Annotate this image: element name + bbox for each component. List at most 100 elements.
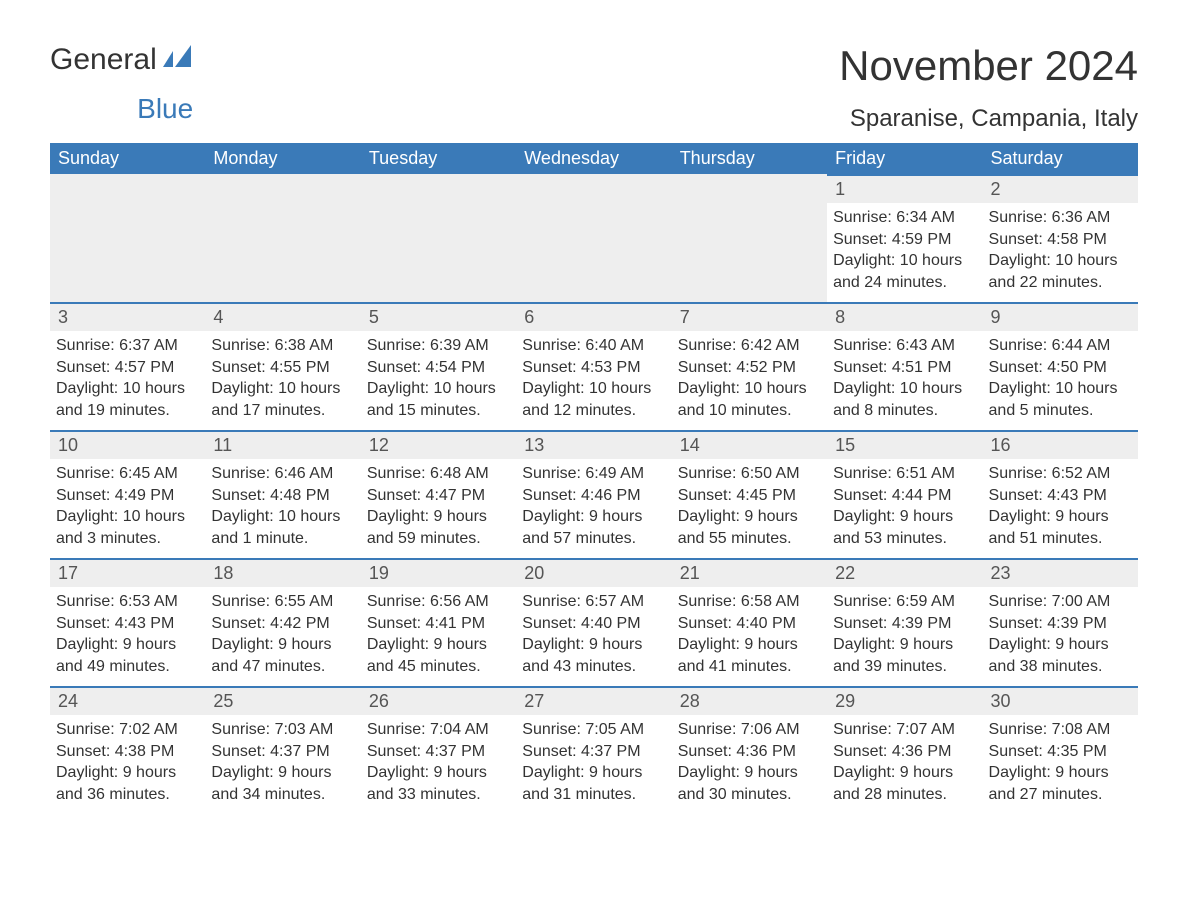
daylight-line1: Daylight: 9 hours [522, 506, 665, 528]
day-number: 2 [983, 176, 1138, 203]
sunrise-text: Sunrise: 7:00 AM [989, 591, 1132, 613]
day-number: 29 [827, 688, 982, 715]
sunrise-text: Sunrise: 7:05 AM [522, 719, 665, 741]
day-content: Sunrise: 6:39 AMSunset: 4:54 PMDaylight:… [367, 335, 510, 421]
day-cell: 18Sunrise: 6:55 AMSunset: 4:42 PMDayligh… [205, 558, 360, 686]
sunset-text: Sunset: 4:39 PM [989, 613, 1132, 635]
day-number: 10 [50, 432, 205, 459]
sunset-text: Sunset: 4:43 PM [989, 485, 1132, 507]
daylight-line2: and 34 minutes. [211, 784, 354, 806]
day-cell-empty [361, 174, 516, 302]
daylight-line2: and 57 minutes. [522, 528, 665, 550]
sunset-text: Sunset: 4:49 PM [56, 485, 199, 507]
daylight-line2: and 22 minutes. [989, 272, 1132, 294]
day-number: 15 [827, 432, 982, 459]
sunrise-text: Sunrise: 6:44 AM [989, 335, 1132, 357]
sunrise-text: Sunrise: 6:58 AM [678, 591, 821, 613]
sunrise-text: Sunrise: 6:48 AM [367, 463, 510, 485]
daylight-line2: and 3 minutes. [56, 528, 199, 550]
week-row: 17Sunrise: 6:53 AMSunset: 4:43 PMDayligh… [50, 558, 1138, 686]
daylight-line1: Daylight: 9 hours [833, 506, 976, 528]
daylight-line1: Daylight: 9 hours [367, 506, 510, 528]
daylight-line2: and 1 minute. [211, 528, 354, 550]
day-number: 24 [50, 688, 205, 715]
day-number: 25 [205, 688, 360, 715]
daylight-line2: and 49 minutes. [56, 656, 199, 678]
day-number [50, 176, 205, 203]
sunset-text: Sunset: 4:35 PM [989, 741, 1132, 763]
sunset-text: Sunset: 4:45 PM [678, 485, 821, 507]
sunset-text: Sunset: 4:48 PM [211, 485, 354, 507]
day-content: Sunrise: 6:34 AMSunset: 4:59 PMDaylight:… [833, 207, 976, 293]
header: General Blue November 2024 Sparanise, Ca… [50, 45, 1138, 133]
day-content: Sunrise: 6:36 AMSunset: 4:58 PMDaylight:… [989, 207, 1132, 293]
daylight-line1: Daylight: 10 hours [522, 378, 665, 400]
sunset-text: Sunset: 4:42 PM [211, 613, 354, 635]
daylight-line1: Daylight: 9 hours [833, 634, 976, 656]
sunset-text: Sunset: 4:50 PM [989, 357, 1132, 379]
daylight-line1: Daylight: 9 hours [211, 762, 354, 784]
calendar-page: General Blue November 2024 Sparanise, Ca… [0, 0, 1188, 864]
sunrise-text: Sunrise: 6:37 AM [56, 335, 199, 357]
daylight-line2: and 55 minutes. [678, 528, 821, 550]
daylight-line2: and 30 minutes. [678, 784, 821, 806]
sunrise-text: Sunrise: 7:06 AM [678, 719, 821, 741]
day-cell: 4Sunrise: 6:38 AMSunset: 4:55 PMDaylight… [205, 302, 360, 430]
day-number: 6 [516, 304, 671, 331]
day-content: Sunrise: 7:00 AMSunset: 4:39 PMDaylight:… [989, 591, 1132, 677]
day-cell: 6Sunrise: 6:40 AMSunset: 4:53 PMDaylight… [516, 302, 671, 430]
daylight-line2: and 36 minutes. [56, 784, 199, 806]
daylight-line1: Daylight: 9 hours [833, 762, 976, 784]
day-cell: 27Sunrise: 7:05 AMSunset: 4:37 PMDayligh… [516, 686, 671, 814]
day-cell: 24Sunrise: 7:02 AMSunset: 4:38 PMDayligh… [50, 686, 205, 814]
daylight-line2: and 38 minutes. [989, 656, 1132, 678]
day-cell: 14Sunrise: 6:50 AMSunset: 4:45 PMDayligh… [672, 430, 827, 558]
daylight-line2: and 43 minutes. [522, 656, 665, 678]
day-content: Sunrise: 7:08 AMSunset: 4:35 PMDaylight:… [989, 719, 1132, 805]
daylight-line1: Daylight: 9 hours [989, 762, 1132, 784]
sunrise-text: Sunrise: 6:43 AM [833, 335, 976, 357]
daylight-line2: and 53 minutes. [833, 528, 976, 550]
daylight-line1: Daylight: 9 hours [678, 634, 821, 656]
sunrise-text: Sunrise: 6:38 AM [211, 335, 354, 357]
daylight-line1: Daylight: 9 hours [989, 634, 1132, 656]
day-cell: 26Sunrise: 7:04 AMSunset: 4:37 PMDayligh… [361, 686, 516, 814]
day-content: Sunrise: 7:06 AMSunset: 4:36 PMDaylight:… [678, 719, 821, 805]
day-cell: 17Sunrise: 6:53 AMSunset: 4:43 PMDayligh… [50, 558, 205, 686]
day-cell-empty [672, 174, 827, 302]
day-content: Sunrise: 6:37 AMSunset: 4:57 PMDaylight:… [56, 335, 199, 421]
sunrise-text: Sunrise: 6:53 AM [56, 591, 199, 613]
sunrise-text: Sunrise: 6:46 AM [211, 463, 354, 485]
day-number: 23 [983, 560, 1138, 587]
daylight-line2: and 33 minutes. [367, 784, 510, 806]
daylight-line1: Daylight: 9 hours [56, 762, 199, 784]
day-number: 14 [672, 432, 827, 459]
sunrise-text: Sunrise: 6:49 AM [522, 463, 665, 485]
day-cell: 23 Sunrise: 7:00 AMSunset: 4:39 PMDayligh… [983, 558, 1138, 686]
sunset-text: Sunset: 4:37 PM [367, 741, 510, 763]
day-cell: 30Sunrise: 7:08 AMSunset: 4:35 PMDayligh… [983, 686, 1138, 814]
sunset-text: Sunset: 4:36 PM [833, 741, 976, 763]
day-number: 7 [672, 304, 827, 331]
daylight-line1: Daylight: 9 hours [56, 634, 199, 656]
day-content: Sunrise: 6:48 AMSunset: 4:47 PMDaylight:… [367, 463, 510, 549]
sail-icon [163, 45, 193, 72]
day-cell: 25Sunrise: 7:03 AMSunset: 4:37 PMDayligh… [205, 686, 360, 814]
daylight-line2: and 8 minutes. [833, 400, 976, 422]
daylight-line2: and 27 minutes. [989, 784, 1132, 806]
daylight-line1: Daylight: 10 hours [833, 378, 976, 400]
sunrise-text: Sunrise: 6:51 AM [833, 463, 976, 485]
day-cell: 3Sunrise: 6:37 AMSunset: 4:57 PMDaylight… [50, 302, 205, 430]
sunset-text: Sunset: 4:46 PM [522, 485, 665, 507]
day-cell: 21Sunrise: 6:58 AMSunset: 4:40 PMDayligh… [672, 558, 827, 686]
day-content: Sunrise: 6:43 AMSunset: 4:51 PMDaylight:… [833, 335, 976, 421]
daylight-line1: Daylight: 10 hours [211, 378, 354, 400]
day-cell-empty [205, 174, 360, 302]
weekday-wed: Wednesday [516, 143, 671, 174]
weekday-mon: Monday [205, 143, 360, 174]
weeks-container: 1Sunrise: 6:34 AMSunset: 4:59 PMDaylight… [50, 174, 1138, 814]
sunset-text: Sunset: 4:40 PM [678, 613, 821, 635]
day-number: 20 [516, 560, 671, 587]
daylight-line1: Daylight: 10 hours [56, 506, 199, 528]
day-number [516, 176, 671, 203]
